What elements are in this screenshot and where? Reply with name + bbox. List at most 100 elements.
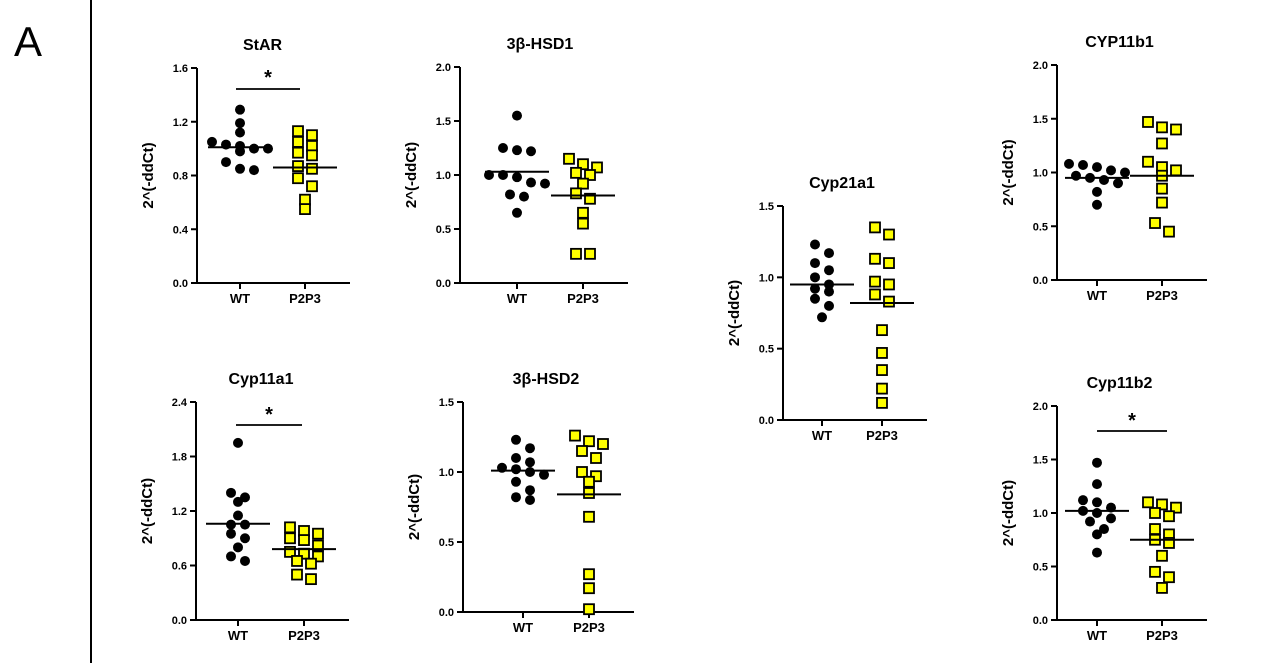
y-tick-label: 0.0 (172, 615, 187, 627)
y-tick-label: 0.5 (436, 224, 451, 236)
data-point-wt (525, 495, 535, 505)
y-tick-label: 0.0 (436, 278, 451, 290)
data-point-p2p3 (1156, 498, 1168, 511)
chart-title: StAR (243, 37, 283, 54)
significance-star: * (265, 404, 273, 426)
y-tick-label: 1.0 (436, 170, 451, 182)
y-tick-label: 0.5 (1033, 562, 1048, 574)
data-point-p2p3 (869, 221, 881, 234)
y-tick-label: 0.5 (439, 537, 454, 549)
data-point-p2p3 (869, 288, 881, 301)
data-point-wt (226, 487, 236, 498)
data-point-wt (539, 469, 549, 480)
y-axis-label: 2^(-ddCt) (1000, 139, 1017, 205)
y-tick-label: 0.0 (173, 278, 188, 290)
data-point-wt (1092, 547, 1102, 558)
chart-title: Cyp21a1 (809, 175, 875, 192)
data-point-wt (235, 127, 245, 138)
data-point-p2p3 (883, 228, 895, 241)
x-tick-label: P2P3 (1146, 628, 1178, 643)
data-point-p2p3 (312, 539, 324, 552)
data-point-p2p3 (312, 527, 324, 540)
data-point-wt (817, 312, 827, 323)
data-point-wt (525, 485, 535, 496)
y-tick-label: 1.5 (1033, 455, 1048, 467)
data-point-p2p3 (306, 129, 318, 142)
data-point-wt (824, 286, 834, 297)
y-tick-label: 0.5 (759, 344, 774, 356)
data-point-p2p3 (584, 192, 596, 205)
data-point-p2p3 (284, 545, 296, 558)
data-point-wt (512, 110, 522, 121)
data-point-p2p3 (292, 136, 304, 148)
data-point-p2p3 (306, 140, 318, 152)
data-point-p2p3 (876, 382, 888, 395)
data-point-p2p3 (577, 158, 589, 171)
data-point-wt (824, 300, 834, 311)
y-tick-label: 0.0 (1033, 275, 1048, 287)
data-point-p2p3 (1149, 507, 1161, 519)
y-tick-label: 1.5 (439, 397, 454, 409)
data-point-p2p3 (1170, 501, 1182, 514)
data-point-wt (512, 145, 522, 156)
chart-3: CYP11b1 0.0 0.5 1.0 1.5 2.0 2^(-ddCt) WT P2P3 (1000, 34, 1207, 303)
data-point-wt (824, 265, 834, 276)
y-tick-label: 1.8 (172, 452, 187, 464)
data-point-p2p3 (883, 257, 895, 269)
data-point-wt (1113, 178, 1123, 189)
y-axis-label: 2^(-ddCt) (139, 478, 156, 544)
y-axis-label: 2^(-ddCt) (1000, 480, 1017, 546)
data-point-wt (1092, 497, 1102, 508)
chart-6: Cyp11b2 0.0 0.5 1.0 1.5 2.0 2^(-ddCt) WT P2P3 * (1000, 375, 1207, 643)
data-point-p2p3 (306, 162, 318, 175)
data-point-wt (235, 104, 245, 115)
data-point-wt (511, 476, 521, 487)
data-point-p2p3 (305, 557, 317, 570)
data-point-wt (233, 542, 243, 553)
chart-title: 3β-HSD1 (507, 36, 574, 53)
data-point-p2p3 (1149, 565, 1161, 578)
data-point-p2p3 (591, 161, 603, 174)
data-point-p2p3 (1163, 571, 1175, 584)
chart-title: CYP11b1 (1085, 34, 1154, 51)
data-point-p2p3 (583, 510, 595, 523)
data-point-p2p3 (1156, 582, 1168, 594)
y-tick-label: 1.5 (436, 116, 451, 128)
data-point-p2p3 (569, 429, 581, 442)
data-point-p2p3 (1163, 537, 1175, 549)
data-point-wt (221, 157, 231, 168)
data-point-wt (512, 172, 522, 183)
data-point-p2p3 (584, 247, 596, 260)
y-tick-label: 1.0 (1033, 508, 1048, 520)
data-point-wt (263, 143, 273, 154)
data-point-p2p3 (583, 603, 595, 616)
data-point-p2p3 (876, 364, 888, 376)
y-tick-label: 1.2 (172, 506, 187, 518)
data-point-wt (1071, 170, 1081, 181)
y-tick-label: 0.8 (173, 171, 188, 183)
data-point-p2p3 (1142, 496, 1154, 509)
data-point-p2p3 (1156, 121, 1168, 134)
y-axis-label: 2^(-ddCt) (406, 474, 423, 540)
data-point-p2p3 (1156, 182, 1168, 195)
data-point-p2p3 (305, 573, 317, 586)
data-point-wt (1092, 162, 1102, 173)
y-tick-label: 1.5 (1033, 114, 1048, 126)
data-point-wt (1092, 479, 1102, 490)
data-point-p2p3 (292, 125, 304, 138)
data-point-wt (235, 146, 245, 157)
chart-0: StAR 0.0 0.4 0.8 1.2 1.6 2^(-ddCt) WT P2P3 * (140, 37, 350, 306)
chart-title: Cyp11a1 (229, 371, 294, 388)
data-point-p2p3 (299, 193, 311, 206)
x-tick-label: WT (507, 291, 527, 306)
chart-title: Cyp11b2 (1087, 375, 1153, 392)
data-point-p2p3 (1149, 217, 1161, 229)
y-tick-label: 0.0 (759, 415, 774, 427)
x-tick-label: P2P3 (567, 291, 599, 306)
data-point-wt (233, 496, 243, 507)
data-point-p2p3 (312, 550, 324, 563)
data-point-p2p3 (584, 169, 596, 181)
data-point-wt (1092, 186, 1102, 197)
y-tick-label: 0.0 (1033, 615, 1048, 627)
